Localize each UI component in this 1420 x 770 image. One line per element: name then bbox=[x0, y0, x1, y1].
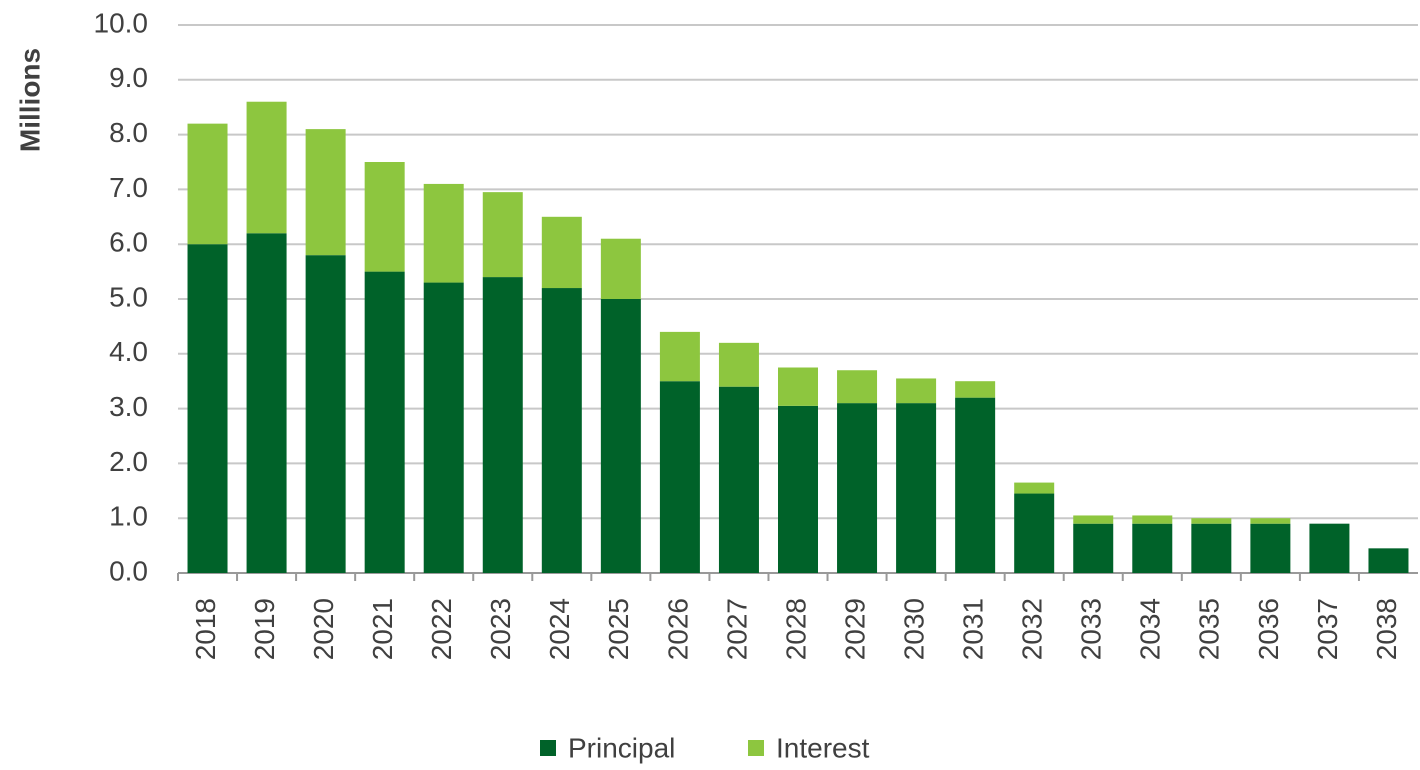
bar-segment bbox=[482, 277, 523, 573]
x-tick-label: 2035 bbox=[1194, 598, 1225, 660]
y-tick-label: 9.0 bbox=[109, 62, 148, 93]
x-tick-label: 2018 bbox=[190, 598, 221, 660]
x-tick-label: 2024 bbox=[544, 598, 575, 660]
x-tick-label: 2027 bbox=[721, 598, 752, 660]
x-tick-label: 2036 bbox=[1253, 598, 1284, 660]
y-tick-label: 4.0 bbox=[109, 336, 148, 367]
x-tick-label: 2038 bbox=[1371, 598, 1402, 660]
y-tick-label: 3.0 bbox=[109, 391, 148, 422]
x-tick-label: 2029 bbox=[839, 598, 870, 660]
bar-segment bbox=[837, 370, 878, 404]
bar-segment bbox=[837, 403, 878, 573]
legend-swatch bbox=[748, 740, 764, 756]
bar-segment bbox=[1250, 518, 1291, 524]
bar-segment bbox=[1250, 523, 1291, 573]
bar-segment bbox=[364, 271, 405, 573]
bar-segment bbox=[955, 397, 996, 573]
bar-segment bbox=[1014, 493, 1055, 573]
bar-segment bbox=[1132, 523, 1173, 573]
x-tick-label: 2026 bbox=[662, 598, 693, 660]
y-tick-label: 0.0 bbox=[109, 555, 148, 586]
bar-segment bbox=[1073, 515, 1114, 524]
bar-segment bbox=[305, 129, 346, 256]
bar-segment bbox=[187, 123, 228, 245]
y-tick-label: 2.0 bbox=[109, 446, 148, 477]
y-tick-label: 1.0 bbox=[109, 501, 148, 532]
bar-segment bbox=[659, 381, 700, 573]
x-tick-label: 2034 bbox=[1135, 598, 1166, 660]
bar-segment bbox=[1132, 515, 1173, 524]
bar-segment bbox=[778, 405, 818, 573]
bar-segment bbox=[1073, 523, 1114, 573]
x-tick-label: 2028 bbox=[780, 598, 811, 660]
bar-segment bbox=[423, 183, 464, 283]
bar-segment bbox=[1368, 548, 1409, 573]
legend-label: Principal bbox=[568, 732, 675, 763]
bar-segment bbox=[659, 331, 700, 382]
bar-segment bbox=[482, 192, 523, 278]
bar-segment bbox=[955, 381, 996, 398]
x-tick-label: 2020 bbox=[308, 598, 339, 660]
bar-segment bbox=[187, 244, 228, 573]
bar-segment bbox=[1191, 523, 1232, 573]
bar-segment bbox=[364, 162, 405, 272]
bar-segment bbox=[1014, 482, 1055, 494]
y-tick-label: 5.0 bbox=[109, 281, 148, 312]
bar-segment bbox=[896, 378, 937, 404]
x-tick-label: 2025 bbox=[603, 598, 634, 660]
x-tick-label: 2031 bbox=[958, 598, 989, 660]
bar-segment bbox=[718, 342, 759, 387]
bar-segment bbox=[718, 386, 759, 573]
x-tick-label: 2033 bbox=[1076, 598, 1107, 660]
x-tick-label: 2032 bbox=[1017, 598, 1048, 660]
x-tick-label: 2037 bbox=[1312, 598, 1343, 660]
y-tick-label: 6.0 bbox=[109, 227, 148, 258]
bar-segment bbox=[1309, 523, 1350, 573]
bar-segment bbox=[1191, 518, 1232, 524]
y-axis-label: Millions bbox=[14, 48, 45, 152]
y-tick-label: 10.0 bbox=[94, 7, 149, 38]
y-tick-label: 7.0 bbox=[109, 172, 148, 203]
bar-segment bbox=[896, 403, 937, 573]
legend-label: Interest bbox=[776, 732, 870, 763]
x-tick-label: 2019 bbox=[249, 598, 280, 660]
legend-swatch bbox=[540, 740, 556, 756]
x-tick-label: 2030 bbox=[898, 598, 929, 660]
bar-segment bbox=[541, 216, 582, 289]
bar-segment bbox=[600, 238, 641, 299]
x-tick-label: 2022 bbox=[426, 598, 457, 660]
bar-segment bbox=[246, 233, 287, 574]
x-tick-label: 2021 bbox=[367, 598, 398, 660]
y-tick-label: 8.0 bbox=[109, 117, 148, 148]
bar-segment bbox=[305, 255, 346, 573]
bar-segment bbox=[423, 282, 464, 573]
x-tick-label: 2023 bbox=[485, 598, 516, 660]
bar-segment bbox=[778, 367, 818, 406]
bar-segment bbox=[541, 288, 582, 573]
bar-segment bbox=[600, 299, 641, 573]
bar-segment bbox=[246, 101, 287, 234]
